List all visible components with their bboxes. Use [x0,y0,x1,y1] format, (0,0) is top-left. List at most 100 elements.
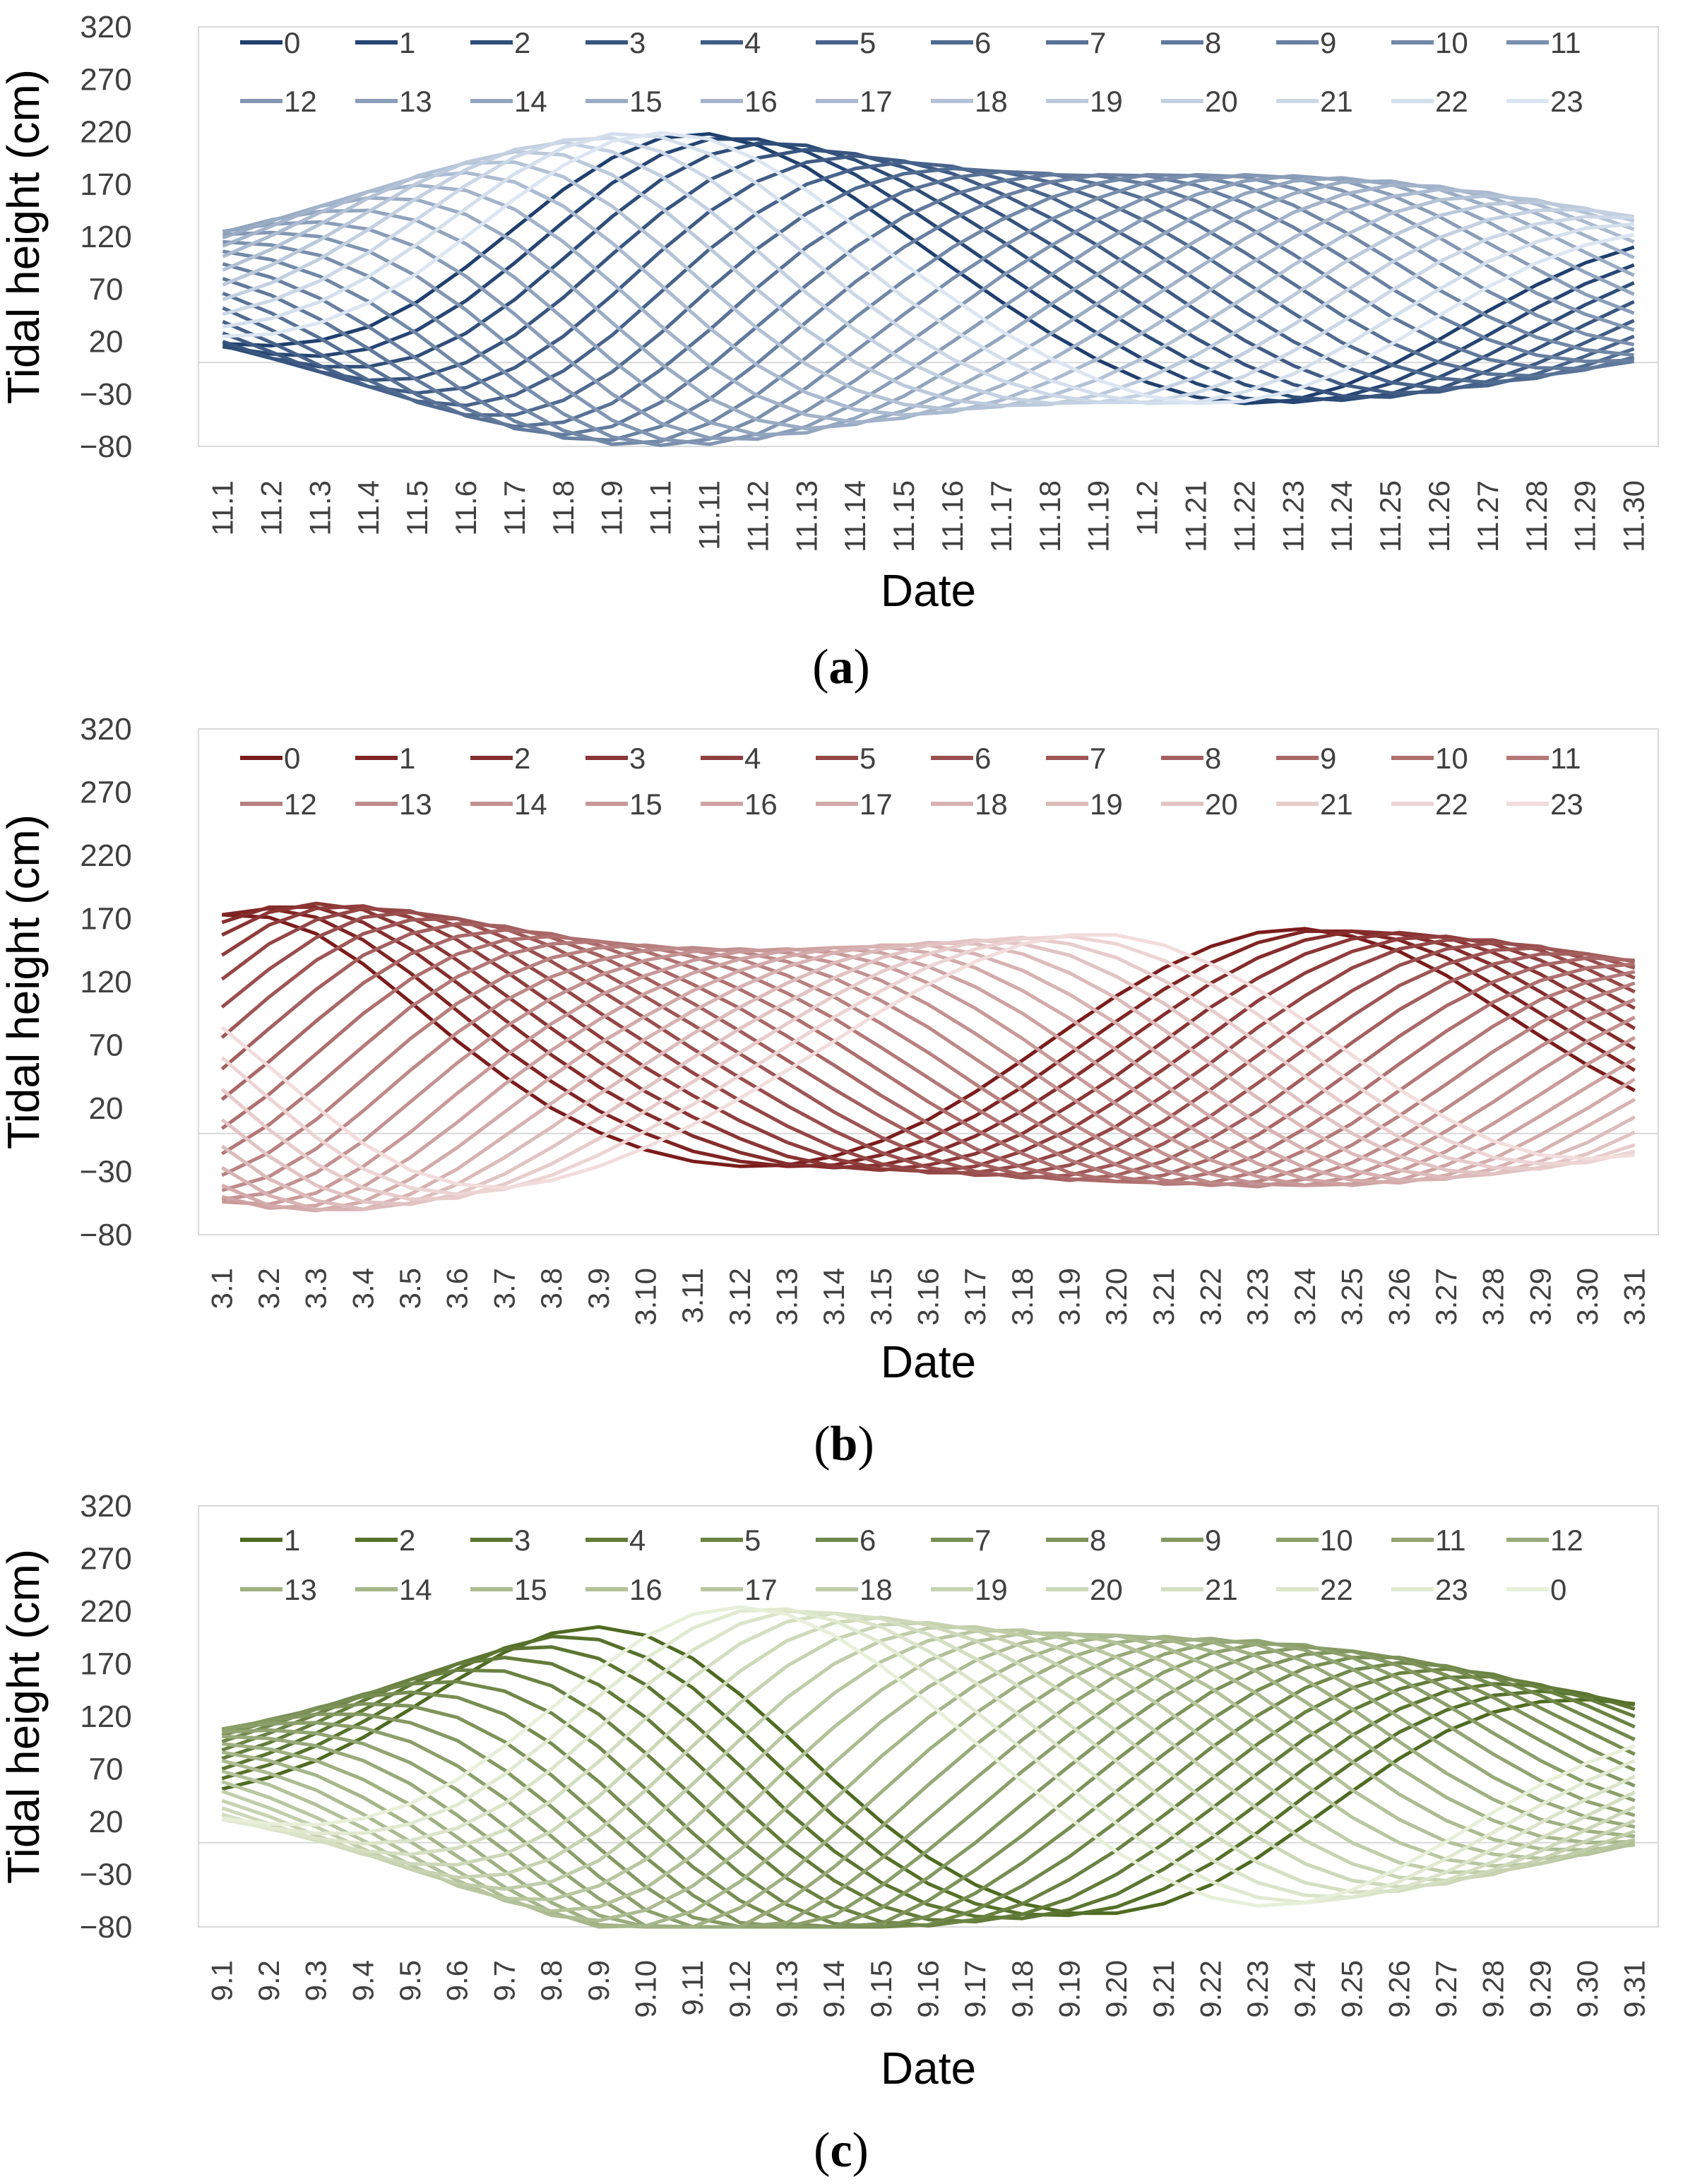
y-tick-label: −80 [80,1218,133,1252]
x-tick-label: 11.13 [790,480,823,552]
x-tick-label: 9.22 [1194,1960,1227,2018]
legend-label-9: 9 [1205,1524,1221,1557]
legend-label-7: 7 [1090,742,1106,775]
x-tick-label: 3.9 [582,1268,615,1309]
legend-label-6: 6 [975,742,991,775]
x-tick-label: 3.1 [205,1268,238,1309]
series-line-15 [221,1632,1635,1923]
series-line-10 [220,934,1635,1185]
x-tick-label: 3.23 [1241,1268,1274,1326]
y-tick-label: 120 [80,220,131,254]
x-tick-label: 9.11 [676,1960,709,2016]
legend-label-13: 13 [399,85,432,118]
x-tick-label: 3.5 [393,1268,427,1309]
x-tick-label: 11.3 [303,480,336,536]
series-line-5 [220,906,1636,1175]
x-tick-label: 11.11 [692,480,725,550]
x-tick-label: 11.2 [254,480,287,536]
x-tick-label: 3.18 [1006,1268,1039,1326]
legend-label-4: 4 [629,1524,646,1557]
y-tick-label: 20 [89,325,124,360]
x-tick-label: 9.12 [723,1960,756,2018]
x-tick-label: 11.28 [1520,480,1553,552]
x-tick-label: 9.18 [1006,1960,1039,2018]
series-line-16 [221,1631,1636,1913]
legend-label-19: 19 [1090,788,1123,821]
legend-label-3: 3 [629,26,646,59]
legend-label-11: 11 [1435,1524,1466,1557]
series-line-18 [221,1625,1636,1891]
legend-label-5: 5 [860,742,876,775]
x-tick-label: 3.25 [1336,1268,1369,1326]
x-tick-label: 11.19 [1082,480,1115,552]
x-tick-label: 3.4 [346,1268,379,1309]
series-line-8 [220,922,1636,1182]
series-line-9 [221,1645,1636,1929]
y-tick-label: 70 [89,1752,124,1787]
series-line-0 [222,1605,1636,1908]
x-tick-label: 11.26 [1422,480,1456,552]
y-tick-label: 20 [89,1091,124,1126]
x-tick-label: 3.27 [1429,1268,1463,1326]
x-tick-label: 3.24 [1288,1268,1321,1326]
y-tick-label: 70 [89,1028,124,1063]
x-tick-label: 9.4 [346,1960,379,2001]
y-tick-label: 20 [89,1805,124,1839]
y-tick-label: 120 [80,1699,131,1734]
series-line-7 [220,917,1636,1180]
legend-label-3: 3 [514,1524,530,1557]
x-tick-label: 3.10 [629,1268,662,1326]
x-tick-label: 11.1 [644,480,677,536]
legend-label-19: 19 [1090,85,1123,118]
legend-label-13: 13 [284,1573,317,1606]
x-tick-label: 9.3 [299,1960,333,2001]
x-tick-label: 11.25 [1374,480,1407,552]
series-line-22 [221,1609,1636,1899]
x-tick-label: 9.9 [582,1960,615,2001]
legend-label-8: 8 [1090,1524,1106,1557]
legend-label-17: 17 [860,788,893,821]
legend-label-16: 16 [744,788,778,821]
y-tick-label: −30 [80,1155,133,1189]
x-tick-label: 3.8 [535,1268,568,1309]
x-tick-label: 3.26 [1382,1268,1415,1326]
series-line-17 [221,1628,1636,1901]
series-line-10 [222,172,1634,446]
y-tick-label: 70 [89,272,124,307]
legend-label-17: 17 [860,85,893,118]
y-tick-label: 220 [80,115,131,150]
legend-label-11: 11 [1550,742,1581,775]
y-tick-label: 270 [80,776,131,810]
legend-label-8: 8 [1205,26,1221,59]
series-line-12 [222,172,1635,446]
x-tick-label: 11.16 [936,480,969,552]
legend-label-15: 15 [629,788,662,821]
series-group [220,901,1636,1213]
panel-label-b-letter: b [830,1417,858,1471]
legend-label-23: 23 [1550,788,1583,821]
legend-label-10: 10 [1435,742,1468,775]
y-tick-label: 220 [80,1594,131,1629]
legend-label-20: 20 [1205,788,1238,821]
series-line-21 [220,935,1636,1201]
x-tick-label: 9.2 [252,1960,285,2001]
x-tick-label: 9.5 [393,1960,427,2001]
y-tick-label: 320 [80,712,131,747]
legend-label-2: 2 [514,26,530,59]
y-tick-label: 270 [80,62,131,97]
x-tick-label: 3.7 [487,1268,521,1309]
series-line-7 [222,170,1635,429]
x-tick-label: 9.6 [441,1960,474,2001]
x-tick-label: 11.4 [352,480,385,536]
x-tick-label: 9.31 [1618,1960,1651,2018]
legend-label-2: 2 [399,1524,415,1557]
legend-label-16: 16 [629,1573,662,1606]
series-line-13 [222,1634,1635,1929]
y-tick-label: 320 [80,1489,131,1524]
x-tick-label: 3.19 [1053,1268,1086,1326]
legend-label-0: 0 [284,742,300,775]
x-tick-label: 3.28 [1477,1268,1510,1326]
